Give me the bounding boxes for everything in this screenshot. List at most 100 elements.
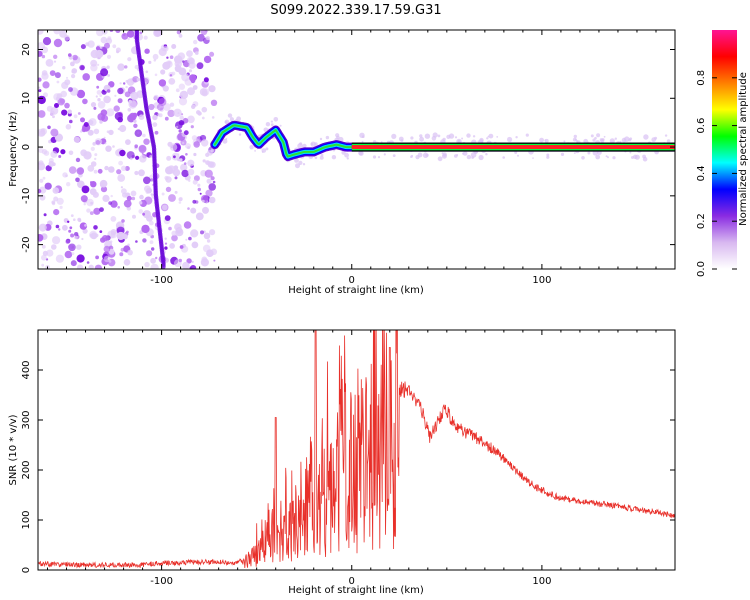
noise-blob (96, 90, 102, 95)
noise-blob (187, 168, 195, 176)
noise-blob (146, 250, 153, 257)
track-halo (254, 150, 256, 152)
noise-blob (164, 237, 167, 240)
noise-blob (171, 44, 177, 49)
track-halo (419, 136, 424, 142)
track-halo (594, 136, 597, 140)
noise-blob (75, 177, 80, 183)
noise-blob (155, 256, 158, 260)
noise-blob (107, 36, 112, 41)
track-halo (574, 138, 577, 141)
track-halo (437, 134, 441, 138)
track-halo (573, 152, 576, 155)
noise-blob (121, 219, 125, 223)
track-halo (514, 151, 518, 154)
noise-blob (120, 247, 125, 252)
noise-blob (61, 81, 69, 89)
track-halo (488, 133, 494, 139)
noise-blob (193, 175, 200, 182)
spectrogram-ytick-label: 10 (21, 92, 32, 105)
noise-blob (39, 178, 44, 183)
noise-blob (173, 108, 182, 118)
figure-title: S099.2022.339.17.59.G31 (270, 3, 441, 18)
noise-blob (76, 254, 85, 263)
noise-blob (119, 252, 124, 257)
noise-blob (93, 169, 98, 174)
noise-blob (62, 224, 68, 231)
noise-blob (124, 65, 128, 69)
noise-blob (166, 56, 169, 59)
noise-blob (40, 128, 45, 133)
noise-blob (66, 182, 71, 187)
noise-blob (164, 116, 169, 121)
noise-blob (45, 59, 54, 67)
noise-blob (192, 199, 197, 204)
noise-blob (78, 218, 82, 223)
noise-blob (106, 54, 112, 60)
colorbar-ticks: 0.0 0.2 0.4 0.6 0.8 (696, 70, 737, 277)
snr-ticks: -100 0 100 0 100 200 300 400 (21, 330, 676, 587)
noise-blob (133, 119, 137, 123)
track-halo (595, 154, 601, 160)
noise-blob (156, 103, 164, 111)
noise-blob (120, 186, 123, 189)
colorbar: 0.0 0.2 0.4 0.6 0.8 Normalized spectral ampl… (696, 30, 749, 277)
noise-blob (143, 138, 150, 145)
noise-blob (38, 95, 46, 105)
snr-ytick-label: 200 (21, 460, 32, 479)
noise-blob (69, 119, 73, 124)
noise-blob (70, 260, 77, 267)
noise-blob (41, 263, 45, 267)
noise-blob (208, 196, 216, 204)
snr-ytick-label: 0 (21, 567, 32, 573)
colorbar-tick-label: 0.4 (696, 165, 707, 181)
track-halo (227, 113, 233, 118)
noise-blob (103, 245, 111, 253)
noise-blob (94, 153, 98, 157)
noise-blob (138, 114, 145, 120)
noise-blob (71, 74, 76, 79)
track-halo (249, 145, 254, 150)
noise-blob (178, 34, 183, 38)
noise-blob (38, 162, 46, 171)
track-halo (583, 138, 589, 144)
track-halo (629, 151, 632, 154)
snr-xtick-label: -100 (150, 576, 173, 587)
noise-blob (55, 254, 64, 263)
track-halo (532, 157, 534, 159)
track-halo (592, 138, 596, 142)
snr-xtick-label: 0 (349, 576, 355, 587)
noise-blob (138, 201, 143, 205)
noise-blob (41, 254, 47, 261)
noise-blob (178, 201, 182, 204)
noise-blob (89, 188, 97, 196)
noise-blob (63, 34, 70, 41)
noise-blob (52, 187, 60, 194)
noise-blob (103, 255, 111, 263)
noise-blob (94, 157, 97, 161)
noise-blob (123, 82, 126, 85)
noise-blob (134, 144, 138, 148)
noise-blob (99, 46, 103, 49)
noise-blob (178, 83, 186, 90)
noise-blob (203, 55, 212, 64)
track-halo (607, 156, 609, 159)
noise-blob (41, 72, 49, 80)
noise-blob (162, 45, 169, 52)
noise-blob (212, 180, 216, 184)
snr-series-line (38, 330, 675, 569)
noise-blob (73, 114, 78, 119)
noise-blob (93, 106, 97, 110)
noise-blob (213, 259, 216, 262)
noise-blob (80, 44, 86, 50)
noise-blob (97, 98, 101, 102)
track-halo (415, 155, 420, 160)
noise-blob (53, 209, 60, 216)
track-halo (605, 155, 608, 158)
noise-blob (110, 194, 113, 198)
noise-blob (83, 203, 86, 206)
noise-blob (77, 112, 81, 115)
noise-blob (119, 124, 127, 133)
track-halo (485, 153, 488, 156)
spectrogram-frame (37, 29, 676, 270)
